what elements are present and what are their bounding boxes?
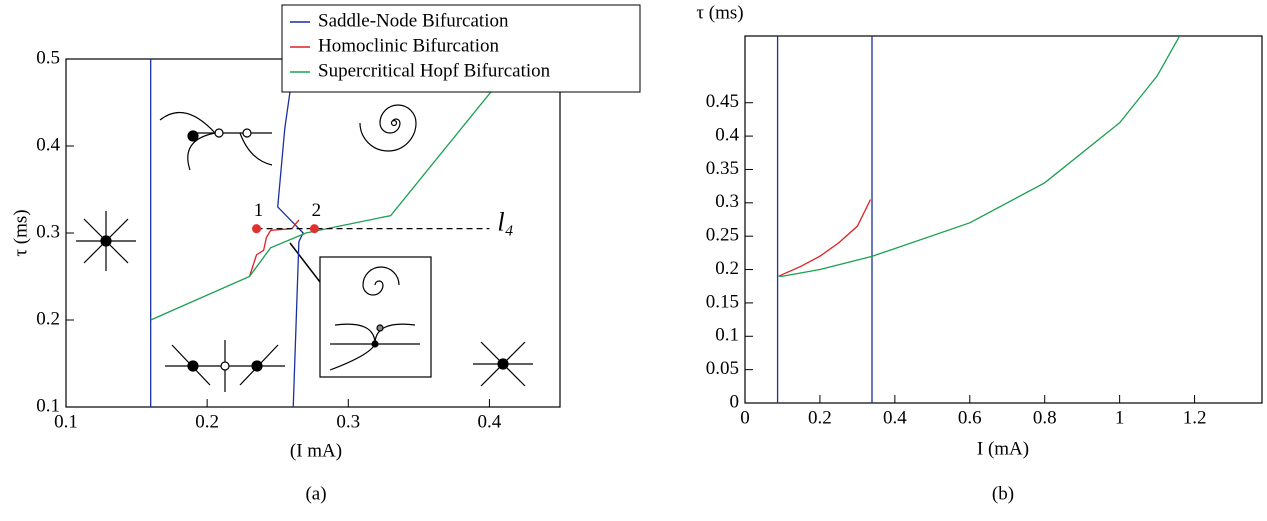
series-line (776, 36, 873, 403)
caption: (b) (992, 483, 1014, 504)
x-axis-label: (I mA) (290, 440, 342, 461)
stable-node-icon (76, 211, 136, 271)
y-axis-label: τ (ms) (10, 209, 31, 256)
plot-area (150, 59, 519, 407)
y-tick-label: 0.45 (706, 91, 739, 112)
saddle-node-icon (159, 111, 273, 171)
series-line (778, 199, 872, 277)
y-tick-label: 0.4 (715, 124, 739, 145)
marker-point (309, 224, 319, 234)
plot-frame (744, 35, 1263, 404)
y-tick-label: 0.4 (36, 134, 60, 155)
x-tick-label: 1.2 (1183, 407, 1207, 428)
y-tick-label: 0 (730, 391, 740, 412)
stable-node-icon (473, 341, 533, 387)
x-tick-label: 1 (1115, 407, 1125, 428)
marker-label: 2 (312, 200, 322, 221)
reference-label: l₄ (497, 208, 513, 237)
marker-label: 1 (254, 200, 264, 221)
y-tick-label: 0.1 (36, 395, 60, 416)
series-line (778, 36, 1181, 277)
plot-frame (65, 58, 561, 408)
marker-point (252, 224, 262, 234)
y-tick-label: 0.05 (706, 358, 739, 379)
legend-label: Saddle-Node Bifurcation (318, 10, 509, 31)
x-tick-label: 0.6 (958, 407, 982, 428)
x-tick-label: 0.4 (478, 411, 502, 432)
x-tick-label: 0.1 (54, 411, 78, 432)
phase-portraits (76, 104, 533, 392)
x-tick-label: 0.2 (808, 407, 832, 428)
caption: (a) (305, 483, 326, 504)
y-tick-label: 0.25 (706, 225, 739, 246)
x-tick-label: 0.8 (1033, 407, 1057, 428)
spiral-icon (359, 104, 417, 152)
x-tick-label: 0.2 (195, 411, 219, 432)
y-tick-label: 0.1 (715, 325, 739, 346)
y-tick-label: 0.5 (36, 47, 60, 68)
x-tick-label: 0 (740, 407, 750, 428)
legend-box (281, 4, 641, 93)
legend-label: Homoclinic Bifurcation (318, 35, 499, 56)
x-tick-label: 0.4 (883, 407, 907, 428)
legend-label: Supercritical Hopf Bifurcation (318, 60, 551, 81)
y-tick-label: 0.2 (715, 258, 739, 279)
x-tick-label: 0.3 (336, 411, 360, 432)
y-tick-label: 0.35 (706, 158, 739, 179)
y-axis-label: τ (ms) (696, 2, 743, 23)
three-equilibria-icon (165, 340, 285, 392)
inset-icon (289, 242, 432, 378)
y-tick-label: 0.3 (36, 221, 60, 242)
series-line (150, 59, 304, 407)
x-axis-label: I (mA) (977, 438, 1029, 459)
plot-area (776, 36, 1181, 403)
y-tick-label: 0.15 (706, 291, 739, 312)
y-tick-label: 0.3 (715, 191, 739, 212)
series-line (150, 59, 519, 321)
y-tick-label: 0.2 (36, 308, 60, 329)
